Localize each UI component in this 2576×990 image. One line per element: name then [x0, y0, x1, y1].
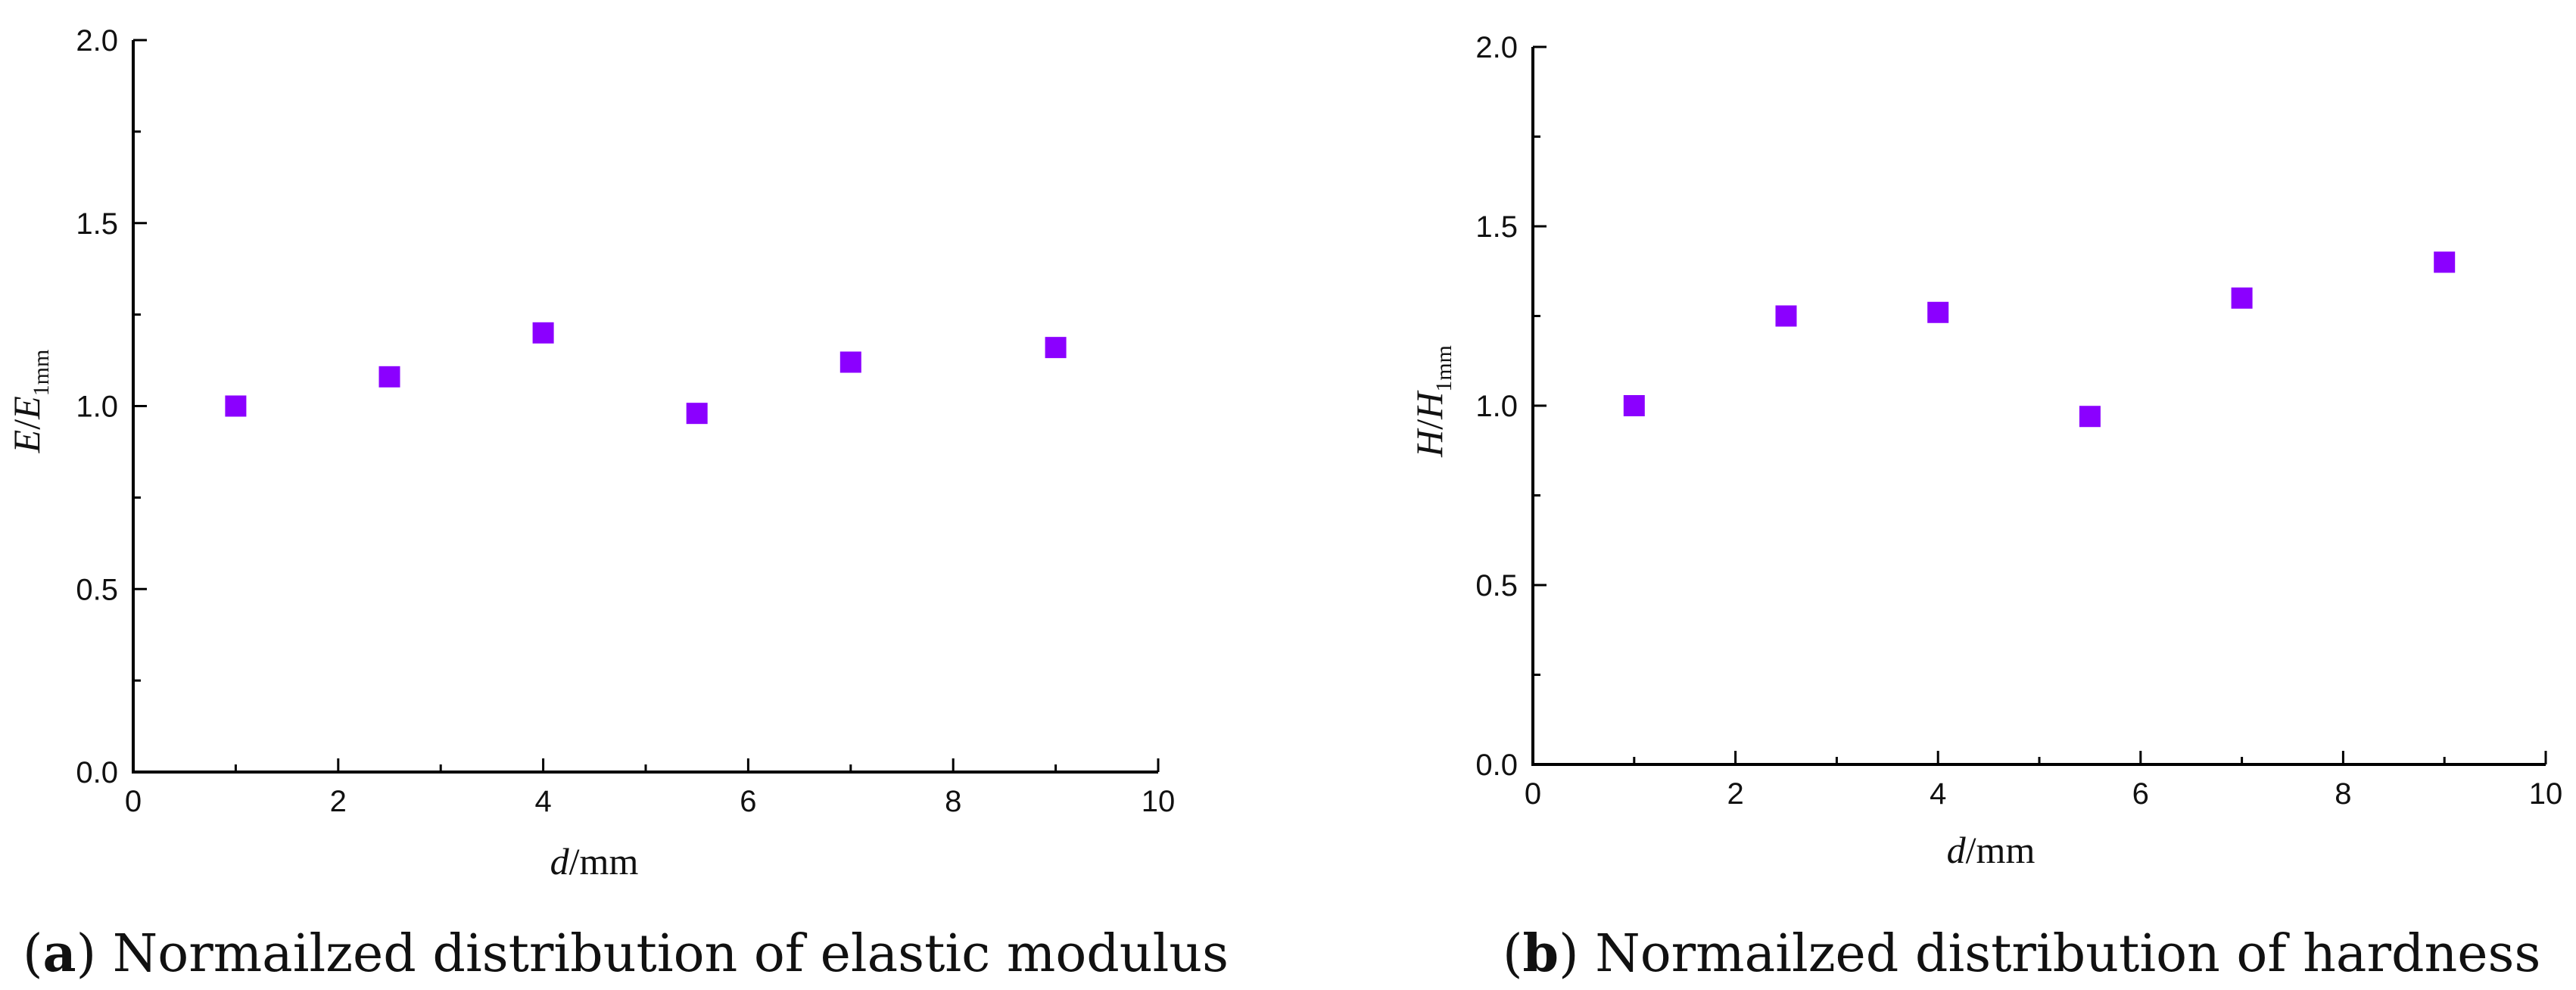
x-tick-label-a: 10: [1142, 785, 1176, 818]
caption-a: (a) Normailzed distribution of elastic m…: [23, 923, 1229, 984]
y-tick-label-b: 1.0: [1475, 390, 1518, 423]
y-tick-label-b: 0.0: [1475, 749, 1518, 782]
x-tick-label-b: 10: [2529, 777, 2563, 811]
x-tick-label-b: 6: [2132, 777, 2149, 811]
x-tick-label-b: 8: [2335, 777, 2351, 811]
caption-b: (b) Normailzed distribution of hardness: [1503, 923, 2540, 984]
data-point-a: [1045, 337, 1067, 359]
y-tick-label-a: 2.0: [76, 24, 118, 58]
x-tick-label-a: 0: [125, 785, 142, 818]
x-tick-label-a: 6: [740, 785, 756, 818]
data-point-a: [839, 351, 861, 373]
data-point-a: [686, 403, 708, 425]
y-axis-label-a: E/E1mm: [5, 350, 54, 454]
x-tick-label-a: 8: [945, 785, 961, 818]
data-point-a: [378, 366, 400, 388]
data-point-b: [1927, 301, 1949, 323]
chart-panel-a: 0 2 4 6 8 10 0.0 0.5 1.0 1.5 2.0 E/E1mm d/mm (a) N…: [5, 24, 1229, 984]
data-point-b: [2434, 251, 2456, 273]
y-tick-label-a: 1.5: [76, 207, 118, 241]
data-point-b: [1623, 395, 1645, 416]
x-tick-label-b: 0: [1525, 777, 1541, 811]
data-point-b: [1775, 305, 1797, 327]
x-tick-label-b: 4: [1930, 777, 1946, 811]
plot-area-a: 0 2 4 6 8 10 0.0 0.5 1.0 1.5 2.0: [76, 24, 1175, 818]
y-tick-label-b: 2.0: [1475, 31, 1518, 64]
x-axis-label-b: d/mm: [1947, 829, 2036, 871]
y-tick-label-a: 0.0: [76, 756, 118, 789]
x-tick-label-a: 4: [534, 785, 551, 818]
chart-panel-b: 0 2 4 6 8 10 0.0 0.5 1.0 1.5 2.0 H/H1mm d/mm (b) N…: [1408, 31, 2562, 984]
x-tick-label-b: 2: [1727, 777, 1743, 811]
y-axis-label-b: H/H1mm: [1408, 345, 1456, 458]
data-point-a: [532, 322, 554, 344]
y-tick-label-b: 1.5: [1475, 210, 1518, 244]
x-axis-label-a: d/mm: [550, 840, 639, 883]
x-tick-label-a: 2: [330, 785, 347, 818]
data-point-a: [225, 395, 247, 417]
data-point-b: [2079, 406, 2101, 428]
y-tick-label-a: 0.5: [76, 573, 118, 606]
plot-area-b: 0 2 4 6 8 10 0.0 0.5 1.0 1.5 2.0: [1475, 31, 2562, 811]
data-point-b: [2231, 287, 2253, 309]
y-tick-label-a: 1.0: [76, 391, 118, 424]
y-tick-label-b: 0.5: [1475, 569, 1518, 602]
